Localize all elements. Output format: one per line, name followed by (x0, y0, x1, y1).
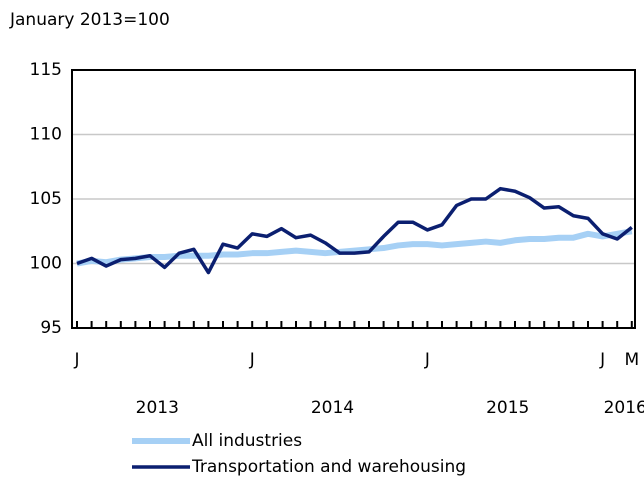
legend-label: All industries (192, 431, 302, 451)
y-axis-label: January 2013=100 (9, 10, 170, 30)
x-group-label: 2015 (486, 398, 529, 418)
x-tick-label: J (73, 350, 79, 370)
legend-label: Transportation and warehousing (191, 457, 466, 477)
y-tick-label: 110 (30, 125, 62, 145)
plot-frame (71, 69, 636, 329)
x-group-label: 2013 (136, 398, 179, 418)
x-tick-label: M (624, 350, 639, 370)
y-tick-label: 115 (30, 60, 62, 80)
series-line (76, 186, 633, 275)
x-group-label: 2014 (311, 398, 354, 418)
y-tick-label: 105 (30, 189, 62, 209)
x-tick-label: J (599, 350, 605, 370)
x-tick-label: J (424, 350, 430, 370)
x-group-label: 2016 (604, 398, 644, 418)
y-tick-label: 95 (40, 318, 62, 338)
series-line (76, 228, 633, 267)
x-tick-label: J (249, 350, 255, 370)
y-tick-label: 100 (30, 254, 62, 274)
